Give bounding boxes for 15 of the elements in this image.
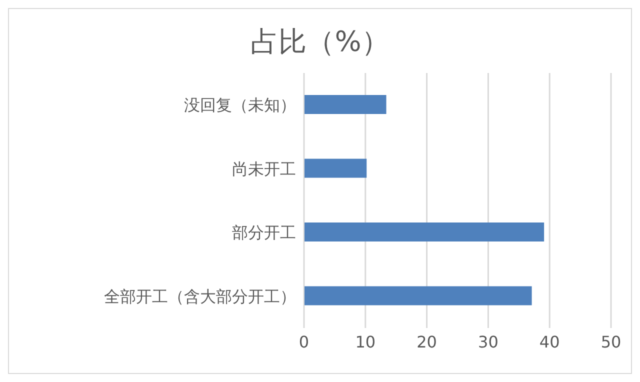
chart-title: 占比（%） — [250, 24, 390, 60]
bar — [304, 95, 386, 114]
y-tick-label: 没回复（未知） — [184, 96, 296, 115]
y-tick-label: 尚未开工 — [232, 159, 296, 178]
x-tick-label: 30 — [478, 332, 498, 352]
x-tick-label: 50 — [600, 332, 622, 352]
x-tick-label: 0 — [298, 332, 310, 352]
bar — [304, 222, 544, 242]
bar — [304, 158, 367, 178]
x-tick-label: 10 — [355, 332, 376, 352]
x-tick-label: 20 — [416, 332, 437, 352]
y-tick-label: 部分开工 — [232, 223, 296, 242]
x-tick-label: 40 — [539, 332, 560, 352]
bar — [304, 286, 532, 306]
y-tick-label: 全部开工（含大部分开工） — [104, 286, 296, 306]
